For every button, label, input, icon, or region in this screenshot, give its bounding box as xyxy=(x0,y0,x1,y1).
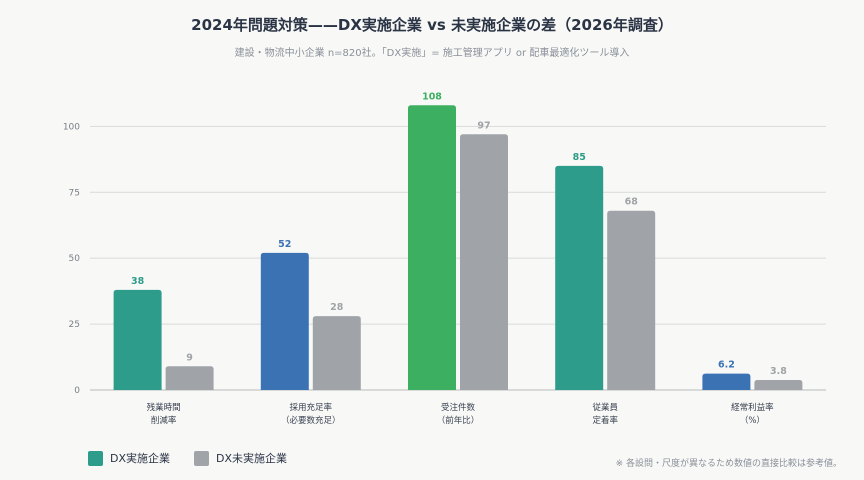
x-category-label: 採用充足率 xyxy=(290,402,333,413)
y-tick-label: 75 xyxy=(69,188,80,198)
legend-item-dx: DX実施企業 xyxy=(88,450,170,466)
legend-label-non-dx: DX未実施企業 xyxy=(216,452,288,465)
value-label: 97 xyxy=(477,120,490,131)
value-label: 108 xyxy=(422,91,442,102)
value-label: 6.2 xyxy=(718,360,735,371)
bar-dx xyxy=(702,373,751,390)
bar-dx xyxy=(555,165,604,390)
value-label: 38 xyxy=(131,276,145,287)
chart-subtitle: 建設・物流中小企業 n=820社。「DX実施」= 施工管理アプリ or 配車最適… xyxy=(234,48,630,59)
x-category-label: 残業時間 xyxy=(147,402,181,413)
legend-item-non-dx: DX未実施企業 xyxy=(194,450,287,466)
x-category-label: 削減率 xyxy=(151,415,177,426)
bar-non-dx xyxy=(165,366,214,390)
y-tick-label: 0 xyxy=(74,386,80,396)
value-label: 68 xyxy=(625,197,639,208)
y-tick-label: 100 xyxy=(63,122,80,132)
bar-dx xyxy=(260,252,309,390)
x-category-label: （必要数充足） xyxy=(281,415,341,426)
value-label: 28 xyxy=(330,302,344,313)
legend: DX実施企業 DX未実施企業 xyxy=(88,450,287,466)
chart-title: 2024年問題対策——DX実施企業 vs 未実施企業の差（2026年調査） xyxy=(191,16,673,34)
bar-dx xyxy=(113,289,162,390)
bar-non-dx xyxy=(607,210,656,390)
bar-non-dx xyxy=(460,134,508,390)
bar-non-dx xyxy=(754,379,803,390)
value-label: 52 xyxy=(278,239,291,250)
x-category-label: 定着率 xyxy=(592,415,618,426)
y-tick-label: 50 xyxy=(69,254,81,264)
x-category-label: 従業員 xyxy=(592,402,618,413)
x-category-label: 経常利益率 xyxy=(731,402,774,413)
value-label: 9 xyxy=(186,352,193,363)
value-label: 85 xyxy=(573,152,586,163)
x-category-label: 受注件数 xyxy=(441,402,476,413)
legend-swatch-dx xyxy=(88,450,103,466)
bar-non-dx xyxy=(312,316,361,390)
x-category-label: （%） xyxy=(740,415,765,426)
footnote: ※ 各設問・尺度が異なるため数値の直接比較は参考値。 xyxy=(615,459,842,469)
value-label: 3.8 xyxy=(770,366,787,377)
x-category-label: （前年比） xyxy=(437,415,480,426)
legend-label-dx: DX実施企業 xyxy=(110,452,171,465)
y-tick-label: 25 xyxy=(69,320,80,330)
legend-swatch-non-dx xyxy=(194,450,210,466)
bar-dx xyxy=(408,105,456,390)
